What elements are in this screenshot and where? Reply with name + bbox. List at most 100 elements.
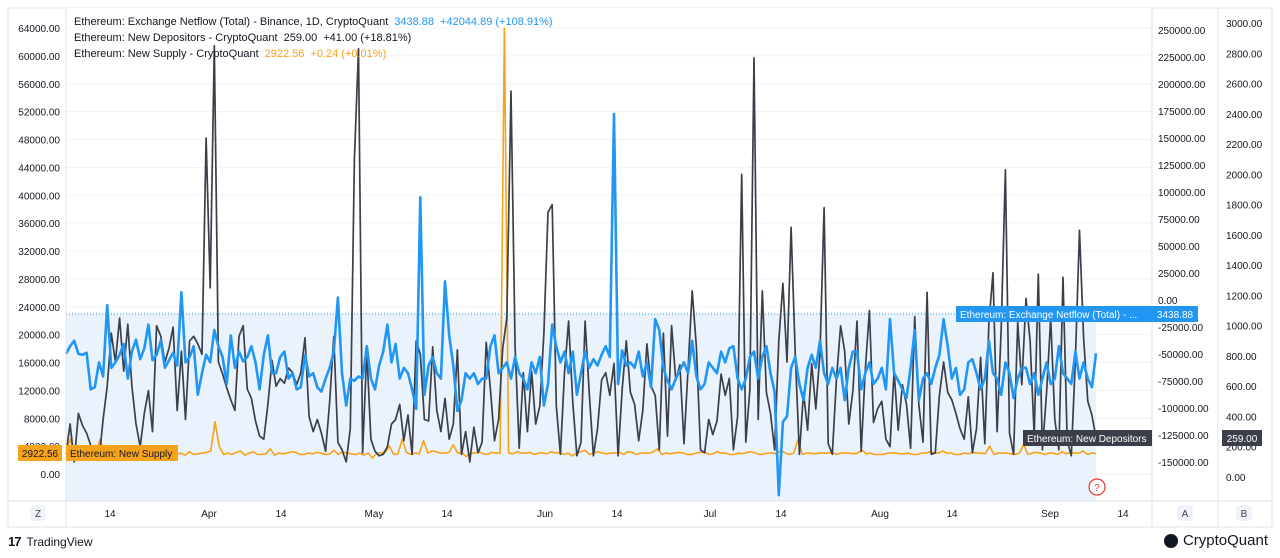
x-tick-label: Jun bbox=[537, 509, 553, 520]
left-tick-label: 48000.00 bbox=[18, 136, 60, 147]
legend-supply-label: Ethereum: New Supply - CryptoQuant bbox=[74, 48, 259, 60]
x-tick-label: Jul bbox=[704, 509, 717, 520]
new-supply-line[interactable] bbox=[65, 27, 1097, 459]
left-tick-label: 44000.00 bbox=[18, 163, 60, 174]
cryptoquant-icon bbox=[1163, 533, 1178, 548]
legend-netflow-change: +42044.89 (+108.91%) bbox=[440, 16, 553, 28]
left-tick-label: 16000.00 bbox=[18, 359, 60, 370]
legend-depositors-label: Ethereum: New Depositors - CryptoQuant bbox=[74, 32, 278, 44]
tradingview-icon: 17 bbox=[8, 534, 22, 549]
legend-supply-change: +0.24 (+0.01%) bbox=[310, 48, 387, 60]
right-tick-label: 2000.00 bbox=[1226, 170, 1263, 181]
middle-tick-label: -150000.00 bbox=[1158, 458, 1209, 469]
corner-z-label: Z bbox=[35, 509, 41, 520]
left-tick-label: 64000.00 bbox=[18, 24, 60, 35]
netflow-tag-value: 3438.88 bbox=[1157, 310, 1194, 321]
legend-depositors-change: +41.00 (+18.81%) bbox=[323, 32, 412, 44]
x-tick-label: 14 bbox=[611, 509, 623, 520]
middle-tick-label: 75000.00 bbox=[1158, 215, 1200, 226]
netflow-line[interactable] bbox=[64, 112, 1098, 497]
supply-tag: 2922.56 Ethereum: New Supply bbox=[18, 445, 178, 461]
left-tick-label: 0.00 bbox=[41, 470, 61, 481]
corner-a-label: A bbox=[1182, 509, 1189, 520]
left-tick-label: 52000.00 bbox=[18, 108, 60, 119]
depositors-tag-name: Ethereum: New Depositors bbox=[1027, 434, 1147, 445]
supply-tag-value: 2922.56 bbox=[22, 449, 59, 460]
right-tick-label: 600.00 bbox=[1226, 382, 1257, 393]
legend-depositors-value: 259.00 bbox=[283, 32, 318, 44]
middle-tick-label: 250000.00 bbox=[1158, 26, 1206, 37]
legend-depositors[interactable]: Ethereum: New Depositors - CryptoQuant 25… bbox=[74, 30, 553, 46]
left-tick-label: 28000.00 bbox=[18, 275, 60, 286]
depositors-tag-value: 259.00 bbox=[1227, 434, 1258, 445]
legend-netflow-label: Ethereum: Exchange Netflow (Total) - Bin… bbox=[74, 16, 389, 28]
middle-tick-label: 25000.00 bbox=[1158, 269, 1200, 280]
left-tick-label: 12000.00 bbox=[18, 386, 60, 397]
left-tick-label: 36000.00 bbox=[18, 219, 60, 230]
x-tick-label: 14 bbox=[775, 509, 787, 520]
help-icon[interactable]: ? bbox=[1088, 478, 1106, 496]
depositors-tag: Ethereum: New Depositors 259.00 bbox=[1023, 430, 1262, 446]
cryptoquant-logo[interactable]: CryptoQuant bbox=[1163, 532, 1268, 549]
legend-supply[interactable]: Ethereum: New Supply - CryptoQuant 2922.5… bbox=[74, 46, 553, 62]
legend-netflow[interactable]: Ethereum: Exchange Netflow (Total) - Bin… bbox=[74, 14, 553, 30]
x-tick-label: Aug bbox=[871, 509, 889, 520]
tradingview-label: TradingView bbox=[26, 534, 93, 549]
middle-tick-label: -25000.00 bbox=[1158, 323, 1203, 334]
left-tick-label: 8000.00 bbox=[24, 414, 61, 425]
corner-z-button[interactable]: Z bbox=[30, 505, 46, 521]
x-tick-label: 14 bbox=[946, 509, 958, 520]
tradingview-logo[interactable]: 17 TradingView bbox=[8, 534, 93, 549]
legend-supply-value: 2922.56 bbox=[264, 48, 305, 60]
legend-netflow-value: 3438.88 bbox=[394, 16, 435, 28]
right-tick-label: 200.00 bbox=[1226, 443, 1257, 454]
right-axis[interactable]: 3000.00 2800.00 2600.00 2400.00 2200.00 2000.… bbox=[1226, 19, 1263, 484]
middle-tick-label: -75000.00 bbox=[1158, 377, 1203, 388]
middle-tick-label: 50000.00 bbox=[1158, 242, 1200, 253]
middle-axis[interactable]: 250000.00 225000.00 200000.00 175000.00 1500… bbox=[1158, 26, 1209, 469]
right-tick-label: 3000.00 bbox=[1226, 19, 1263, 30]
svg-text:?: ? bbox=[1094, 483, 1100, 494]
middle-tick-label: 100000.00 bbox=[1158, 188, 1206, 199]
x-tick-label: Sep bbox=[1041, 509, 1059, 520]
right-tick-label: 400.00 bbox=[1226, 412, 1257, 423]
chart-legend: Ethereum: Exchange Netflow (Total) - Bin… bbox=[74, 14, 553, 62]
series-layer bbox=[64, 27, 1098, 497]
middle-tick-label: 0.00 bbox=[1158, 296, 1178, 307]
left-tick-label: 32000.00 bbox=[18, 247, 60, 258]
x-tick-label: 14 bbox=[104, 509, 116, 520]
middle-tick-label: 175000.00 bbox=[1158, 107, 1206, 118]
middle-tick-label: 125000.00 bbox=[1158, 161, 1206, 172]
right-tick-label: 1600.00 bbox=[1226, 231, 1263, 242]
left-tick-label: 24000.00 bbox=[18, 303, 60, 314]
right-tick-label: 1200.00 bbox=[1226, 291, 1263, 302]
left-tick-label: 20000.00 bbox=[18, 331, 60, 342]
netflow-tag-name: Ethereum: Exchange Netflow (Total) - ... bbox=[960, 310, 1137, 321]
corner-b-button[interactable]: B bbox=[1236, 505, 1252, 521]
right-tick-label: 800.00 bbox=[1226, 352, 1257, 363]
corner-a-button[interactable]: A bbox=[1177, 505, 1193, 521]
cryptoquant-label: CryptoQuant bbox=[1182, 532, 1268, 549]
x-tick-label: May bbox=[365, 509, 384, 520]
middle-tick-label: 150000.00 bbox=[1158, 134, 1206, 145]
right-tick-label: 2800.00 bbox=[1226, 49, 1263, 60]
middle-tick-label: 200000.00 bbox=[1158, 80, 1206, 91]
middle-tick-label: -125000.00 bbox=[1158, 431, 1209, 442]
right-tick-label: 2200.00 bbox=[1226, 140, 1263, 151]
right-tick-label: 2600.00 bbox=[1226, 80, 1263, 91]
x-tick-label: 14 bbox=[275, 509, 287, 520]
left-tick-label: 60000.00 bbox=[18, 52, 60, 63]
middle-tick-label: -50000.00 bbox=[1158, 350, 1203, 361]
right-tick-label: 0.00 bbox=[1226, 473, 1246, 484]
left-tick-label: 40000.00 bbox=[18, 191, 60, 202]
time-axis[interactable]: 14 Apr 14 May 14 Jun 14 Jul 14 Aug 14 Sep 14 bbox=[104, 509, 1129, 520]
middle-tick-label: 225000.00 bbox=[1158, 53, 1206, 64]
left-tick-label: 56000.00 bbox=[18, 80, 60, 91]
middle-tick-label: -100000.00 bbox=[1158, 404, 1209, 415]
right-tick-label: 1400.00 bbox=[1226, 261, 1263, 272]
right-tick-label: 1800.00 bbox=[1226, 201, 1263, 212]
corner-b-label: B bbox=[1241, 509, 1248, 520]
x-tick-label: 14 bbox=[441, 509, 453, 520]
right-tick-label: 2400.00 bbox=[1226, 110, 1263, 121]
